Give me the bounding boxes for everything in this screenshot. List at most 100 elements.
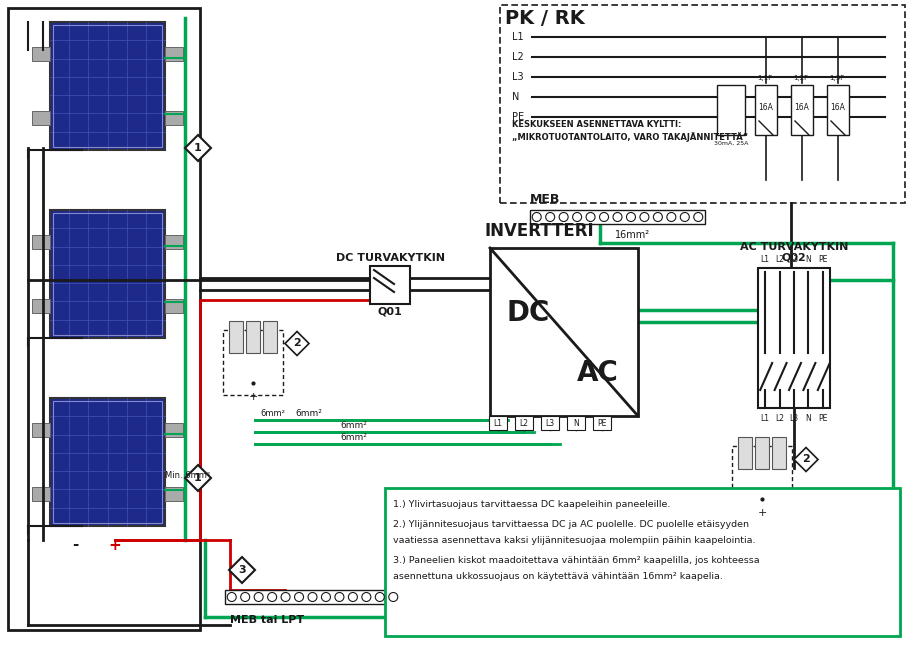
Text: Q01: Q01 xyxy=(378,307,402,317)
Text: 3: 3 xyxy=(238,565,246,575)
Text: 6mm²: 6mm² xyxy=(295,409,322,418)
Text: AC TURVAKYTKIN: AC TURVAKYTKIN xyxy=(740,242,848,252)
Bar xyxy=(165,235,183,249)
Text: 16A: 16A xyxy=(831,104,845,113)
Bar xyxy=(593,416,611,430)
Bar xyxy=(530,210,705,224)
Bar xyxy=(732,446,792,510)
Text: 6mm²: 6mm² xyxy=(260,409,285,418)
Bar xyxy=(738,437,752,468)
Bar xyxy=(53,401,162,523)
Bar xyxy=(827,85,849,135)
Text: Min. 6mm²: Min. 6mm² xyxy=(165,471,210,480)
Text: +: + xyxy=(757,509,767,518)
Bar xyxy=(165,47,183,61)
Bar xyxy=(32,423,50,437)
Text: -: - xyxy=(72,538,78,553)
Bar xyxy=(489,416,507,430)
Text: L2: L2 xyxy=(775,414,784,423)
Text: Q02: Q02 xyxy=(782,252,806,262)
Bar xyxy=(50,22,165,150)
Text: AC: AC xyxy=(577,359,619,387)
Text: 3.) Paneelien kiskot maadoitettava vähintään 6mm² kaapelilla, jos kohteessa: 3.) Paneelien kiskot maadoitettava vähin… xyxy=(393,556,760,565)
Text: N: N xyxy=(512,92,520,102)
Text: 1,3F: 1,3F xyxy=(829,75,844,81)
Text: MEB tai LPT: MEB tai LPT xyxy=(230,615,304,625)
Text: +: + xyxy=(108,538,121,553)
Text: 2: 2 xyxy=(802,454,810,465)
Bar xyxy=(50,398,165,526)
Bar xyxy=(717,85,745,135)
Bar xyxy=(370,266,410,304)
Text: 2: 2 xyxy=(293,338,301,349)
Polygon shape xyxy=(185,465,211,491)
Text: L2: L2 xyxy=(775,255,784,264)
Bar xyxy=(32,111,50,125)
Bar xyxy=(490,248,638,416)
Text: N: N xyxy=(805,414,812,423)
Polygon shape xyxy=(285,331,309,355)
Text: L2: L2 xyxy=(512,52,524,62)
Bar xyxy=(385,488,900,636)
Polygon shape xyxy=(229,557,255,583)
Bar xyxy=(246,320,260,353)
Bar xyxy=(500,5,905,203)
Text: PE: PE xyxy=(597,419,607,428)
Bar xyxy=(8,8,200,630)
Bar xyxy=(515,416,533,430)
Bar xyxy=(755,85,777,135)
Text: L3: L3 xyxy=(790,414,799,423)
Bar xyxy=(165,487,183,501)
Text: 30mA, 25A: 30mA, 25A xyxy=(713,141,748,146)
Text: 2.) Ylijännitesuojaus tarvittaessa DC ja AC puolelle. DC puolelle etäisyyden: 2.) Ylijännitesuojaus tarvittaessa DC ja… xyxy=(393,520,749,529)
Text: L3: L3 xyxy=(512,72,523,82)
Text: MEB: MEB xyxy=(530,193,561,206)
Polygon shape xyxy=(794,448,818,472)
Bar xyxy=(32,487,50,501)
Text: DC TURVAKYTKIN: DC TURVAKYTKIN xyxy=(336,253,444,263)
Text: vaatiessa asennettava kaksi ylijännitesuojaa molempiin päihin kaapelointia.: vaatiessa asennettava kaksi ylijännitesu… xyxy=(393,536,755,545)
Text: L1: L1 xyxy=(761,255,770,264)
Text: +: + xyxy=(248,393,258,402)
Text: L3: L3 xyxy=(545,419,554,428)
Bar xyxy=(32,299,50,313)
Text: N: N xyxy=(805,255,812,264)
Text: L1: L1 xyxy=(512,32,523,42)
Text: PE: PE xyxy=(818,414,827,423)
Text: 6mm²: 6mm² xyxy=(340,433,367,442)
Text: „MIKROTUOTANTOLAITO, VARO TAKAJÄNNITETTÄ“: „MIKROTUOTANTOLAITO, VARO TAKAJÄNNITETTÄ… xyxy=(512,132,748,142)
Bar xyxy=(758,268,830,408)
Text: 16mm²: 16mm² xyxy=(615,230,650,240)
Bar xyxy=(32,235,50,249)
Bar xyxy=(53,213,162,335)
Text: 1,2F: 1,2F xyxy=(794,75,809,81)
Text: KESKUKSEEN ASENNETTAVA KYLTTI:: KESKUKSEEN ASENNETTAVA KYLTTI: xyxy=(512,120,682,129)
Bar xyxy=(53,25,162,147)
Bar xyxy=(165,423,183,437)
Polygon shape xyxy=(185,135,211,161)
Bar xyxy=(165,111,183,125)
Text: L2: L2 xyxy=(520,419,529,428)
Text: INVERTTERI: INVERTTERI xyxy=(485,222,594,240)
Text: PE: PE xyxy=(512,112,524,122)
Bar xyxy=(755,437,769,468)
Text: 1: 1 xyxy=(194,473,202,483)
Bar xyxy=(32,47,50,61)
Text: 1: 1 xyxy=(194,143,202,153)
Bar xyxy=(567,416,585,430)
Text: 16A: 16A xyxy=(759,104,774,113)
Text: L1: L1 xyxy=(493,419,502,428)
Text: 16A: 16A xyxy=(794,104,809,113)
Text: asennettuna ukkossuojaus on käytettävä vähintään 16mm² kaapelia.: asennettuna ukkossuojaus on käytettävä v… xyxy=(393,572,723,581)
Text: PE: PE xyxy=(818,255,827,264)
Text: N: N xyxy=(573,419,579,428)
Text: 6mm²: 6mm² xyxy=(340,421,367,430)
Text: 1.) Ylivirtasuojaus tarvittaessa DC kaapeleihin paneeleille.: 1.) Ylivirtasuojaus tarvittaessa DC kaap… xyxy=(393,500,671,509)
Bar xyxy=(541,416,559,430)
Bar xyxy=(165,299,183,313)
Bar xyxy=(263,320,277,353)
Bar xyxy=(223,329,283,395)
Bar xyxy=(50,210,165,338)
Bar xyxy=(229,320,243,353)
Text: 1,1F: 1,1F xyxy=(757,75,773,81)
